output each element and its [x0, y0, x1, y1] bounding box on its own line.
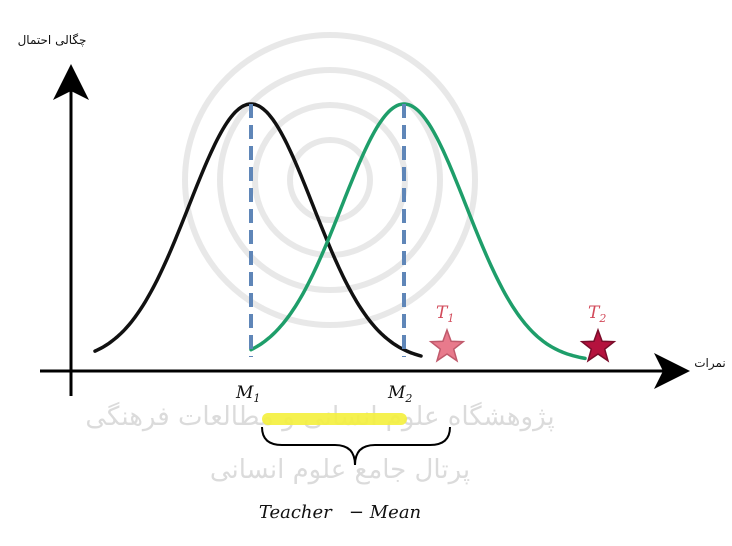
t1-star-icon: [428, 327, 466, 363]
y-axis-label: چگالی احتمال: [18, 33, 87, 47]
mean-difference-highlight: [262, 413, 407, 425]
watermark-emblem: [182, 32, 478, 328]
x-axis-label: نمرات: [694, 356, 726, 371]
t1-label: T1: [436, 303, 454, 325]
mean-difference-brace: [261, 426, 451, 466]
t2-label: T2: [588, 303, 606, 325]
t2-star-icon: [579, 327, 617, 363]
m2-label: M2: [387, 383, 412, 405]
m1-label: M1: [235, 383, 260, 405]
teacher-1-curve: [93, 102, 423, 358]
watermark-line-2: پرتال جامع علوم انسانی: [210, 455, 470, 485]
brace-caption: Teacher − Mean: [259, 502, 421, 523]
teacher-2-curve: [249, 102, 587, 361]
